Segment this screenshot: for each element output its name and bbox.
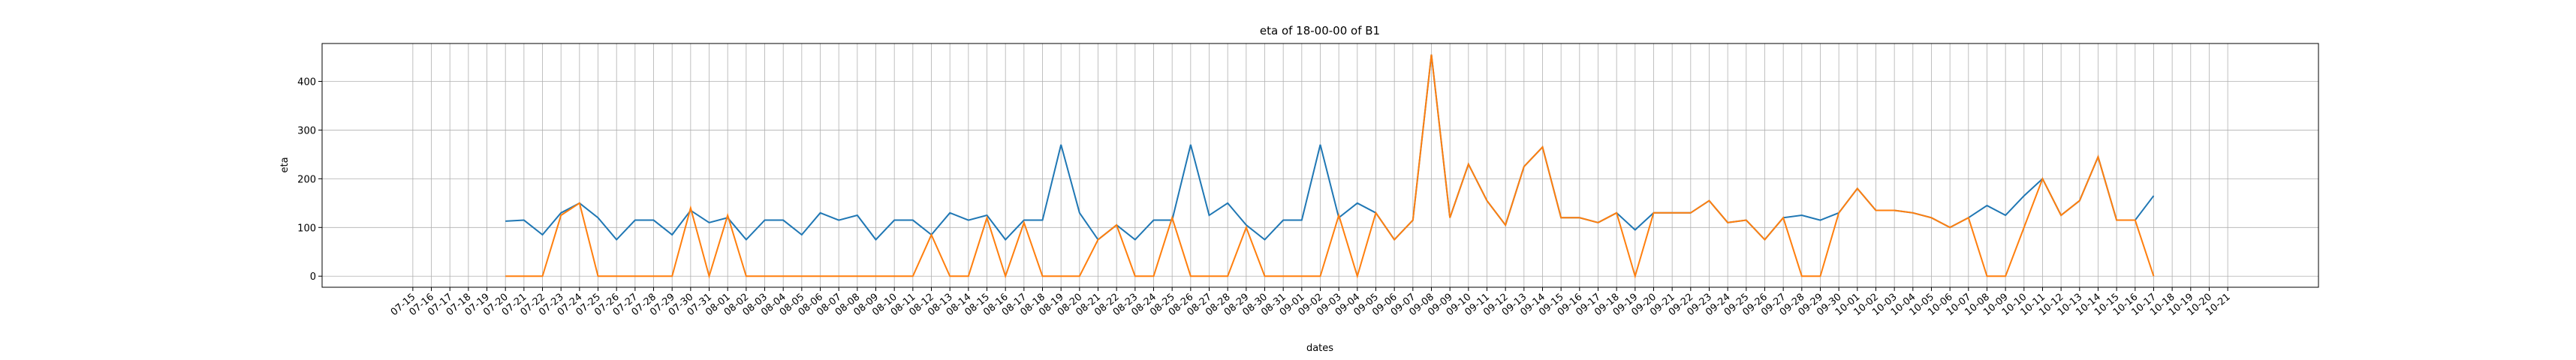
y-tick-label: 400 (297, 76, 316, 88)
chart-title: eta of 18-00-00 of B1 (1260, 24, 1380, 38)
plot-frame (321, 43, 2319, 288)
x-axis-label: dates (1306, 343, 1333, 354)
data-line (505, 54, 2155, 279)
y-tick-label: 300 (297, 125, 316, 136)
y-axis-label: eta (279, 157, 291, 172)
y-tick-label: 200 (297, 174, 316, 185)
y-tick-label: 0 (310, 272, 316, 283)
y-tick-label: 100 (297, 223, 316, 234)
